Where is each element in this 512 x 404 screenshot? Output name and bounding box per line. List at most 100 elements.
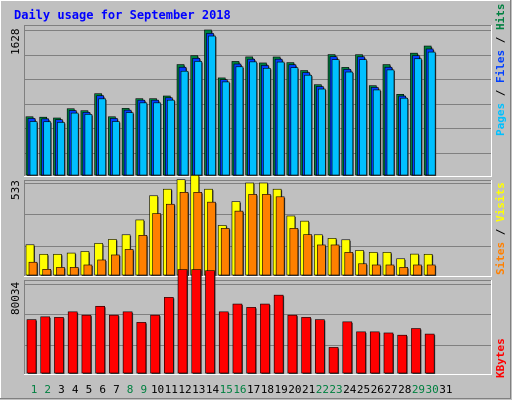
legend-middle: Sites / Visits [494, 182, 507, 275]
sites-bar [138, 235, 148, 276]
sites-bar [83, 264, 93, 276]
kbytes-bar [40, 316, 51, 374]
top-panel-max-label: 1628 [9, 29, 22, 56]
x-day-label: 1 [31, 383, 38, 396]
sites-bar [385, 264, 395, 276]
legend-top: Pages / Files / Hits [494, 4, 507, 137]
sites-bar [56, 267, 65, 276]
kbytes-bar [260, 303, 270, 374]
legend-sites: Sites [494, 242, 507, 275]
sites-bar [42, 269, 52, 276]
pages-bar [276, 61, 285, 176]
kbytes-bar [177, 269, 188, 374]
kbytes-bar [136, 322, 147, 374]
x-day-label: 3 [58, 383, 65, 396]
kbytes-bar [369, 331, 380, 374]
kbytes-bar [81, 314, 92, 374]
pages-bar [208, 35, 216, 176]
pages-bar [153, 102, 161, 176]
kbytes-bar [246, 307, 256, 374]
kbytes-bar [411, 328, 421, 374]
kbytes-bar [383, 332, 394, 374]
x-day-label: 6 [99, 383, 106, 396]
pages-bar [427, 51, 436, 176]
x-day-label: 18 [261, 383, 274, 396]
sites-bar [371, 264, 381, 276]
pages-bar [372, 89, 381, 176]
x-day-label: 7 [113, 383, 120, 396]
x-day-label: 23 [329, 383, 342, 396]
sites-bar [426, 264, 436, 276]
kbytes-bar [342, 321, 353, 374]
pages-bar [235, 66, 244, 176]
pages-bar [400, 97, 409, 176]
kbytes-bar [232, 303, 243, 374]
legend-files: Files [494, 50, 507, 83]
legend-hits: Hits [494, 4, 507, 31]
x-day-label: 24 [343, 383, 357, 396]
panel-background [24, 180, 492, 277]
pages-bar [290, 67, 299, 176]
kbytes-bar [218, 311, 229, 374]
legend-sep-1: / [494, 83, 507, 103]
sites-bar [358, 263, 367, 276]
pages-bar [194, 61, 203, 176]
pages-bar [167, 99, 175, 176]
kbytes-bar [273, 294, 284, 374]
kbytes-bar [150, 314, 160, 374]
pages-bar [359, 59, 367, 176]
kbytes-bar [287, 314, 298, 374]
legend-pages: Pages [494, 103, 507, 136]
x-day-label: 8 [127, 383, 134, 396]
x-day-label: 16 [233, 383, 246, 396]
sites-bar [262, 194, 271, 276]
legend-kbytes: KBytes [494, 338, 507, 378]
pages-bar [263, 67, 271, 176]
hits-files-pages-panel [24, 25, 492, 177]
pages-bar [57, 122, 65, 176]
sites-bar [207, 201, 216, 276]
kbytes-bar [26, 319, 37, 374]
kbytes-bar [191, 269, 202, 374]
sites-bar [179, 192, 189, 276]
kbytes-bar [122, 311, 133, 374]
x-day-label: 14 [206, 383, 220, 396]
sites-bar [248, 194, 257, 276]
x-day-label: 31 [439, 383, 452, 396]
sites-bar [193, 192, 203, 276]
sites-bar [275, 196, 285, 276]
pages-bar [331, 59, 340, 176]
kbytes-bar [315, 319, 325, 374]
bottom-panel-max-label: 80034 [9, 282, 22, 315]
x-day-label: 26 [371, 383, 384, 396]
x-day-label: 11 [165, 383, 178, 396]
kbytes-bar [67, 311, 78, 374]
sites-bar [344, 252, 354, 276]
legend-sep-3: / [494, 222, 507, 242]
pages-bar [70, 112, 79, 176]
sites-bar [111, 254, 120, 276]
pages-bar [112, 121, 120, 176]
kbytes-bar [328, 347, 339, 374]
sites-bar [234, 210, 244, 276]
x-day-label: 2 [44, 383, 51, 396]
x-day-label: 10 [151, 383, 164, 396]
pages-bar [318, 88, 326, 176]
pages-bar [249, 61, 257, 176]
pages-bar [43, 121, 52, 176]
x-day-label: 25 [357, 383, 370, 396]
sites-bar [289, 228, 299, 276]
pages-bar [345, 71, 354, 176]
kbytes-bar [54, 317, 64, 374]
kbytes-bar [397, 334, 408, 374]
pages-bar [29, 121, 38, 176]
sites-bar [97, 259, 106, 276]
sites-bar [399, 267, 409, 276]
pages-bar [386, 69, 395, 176]
x-day-label: 29 [412, 383, 425, 396]
pages-bar [414, 58, 422, 176]
kbytes-bar [205, 270, 215, 374]
kbytes-bar [356, 331, 366, 374]
legend-bottom: KBytes [494, 338, 507, 378]
